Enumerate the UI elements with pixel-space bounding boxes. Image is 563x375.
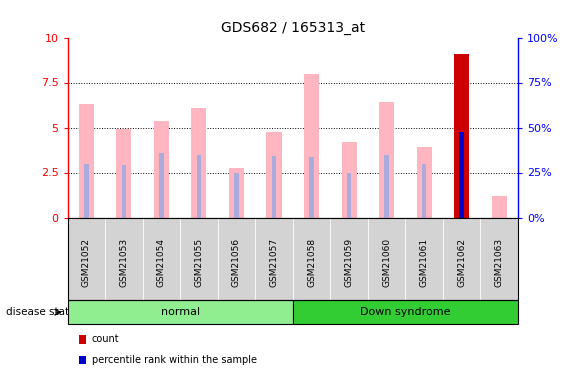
Text: GSM21054: GSM21054 bbox=[157, 238, 166, 287]
Bar bbox=[84, 164, 88, 218]
Bar bbox=[459, 132, 464, 218]
Bar bbox=[117, 129, 131, 218]
Bar bbox=[454, 56, 469, 217]
Bar bbox=[309, 157, 314, 218]
Bar bbox=[154, 121, 169, 218]
Bar bbox=[266, 132, 282, 218]
Bar bbox=[385, 154, 389, 218]
Bar bbox=[79, 104, 94, 218]
Bar bbox=[191, 108, 207, 218]
Bar bbox=[422, 164, 426, 218]
Bar bbox=[304, 74, 319, 217]
Text: GSM21059: GSM21059 bbox=[345, 238, 354, 287]
Bar bbox=[459, 132, 464, 218]
Text: normal: normal bbox=[160, 307, 200, 317]
Text: GSM21058: GSM21058 bbox=[307, 238, 316, 287]
Bar bbox=[229, 168, 244, 217]
Bar bbox=[159, 153, 164, 218]
Bar bbox=[454, 54, 469, 217]
Text: GSM21053: GSM21053 bbox=[119, 238, 128, 287]
Text: GSM21061: GSM21061 bbox=[419, 238, 428, 287]
Text: percentile rank within the sample: percentile rank within the sample bbox=[92, 355, 257, 365]
Text: GSM21056: GSM21056 bbox=[232, 238, 241, 287]
Bar bbox=[272, 156, 276, 218]
Title: GDS682 / 165313_at: GDS682 / 165313_at bbox=[221, 21, 365, 35]
Bar bbox=[417, 147, 432, 218]
Bar bbox=[342, 142, 356, 218]
Text: GSM21055: GSM21055 bbox=[194, 238, 203, 287]
Text: GSM21063: GSM21063 bbox=[495, 238, 504, 287]
Text: GSM21052: GSM21052 bbox=[82, 238, 91, 287]
Text: count: count bbox=[92, 334, 119, 344]
Bar bbox=[234, 172, 239, 217]
Bar bbox=[347, 172, 351, 217]
Text: Down syndrome: Down syndrome bbox=[360, 307, 450, 317]
Text: GSM21062: GSM21062 bbox=[457, 238, 466, 287]
Bar bbox=[491, 196, 507, 217]
Bar bbox=[379, 102, 394, 218]
Text: GSM21060: GSM21060 bbox=[382, 238, 391, 287]
Text: disease state: disease state bbox=[6, 307, 75, 317]
Bar bbox=[122, 165, 126, 218]
Bar bbox=[196, 154, 201, 218]
Text: GSM21057: GSM21057 bbox=[270, 238, 279, 287]
